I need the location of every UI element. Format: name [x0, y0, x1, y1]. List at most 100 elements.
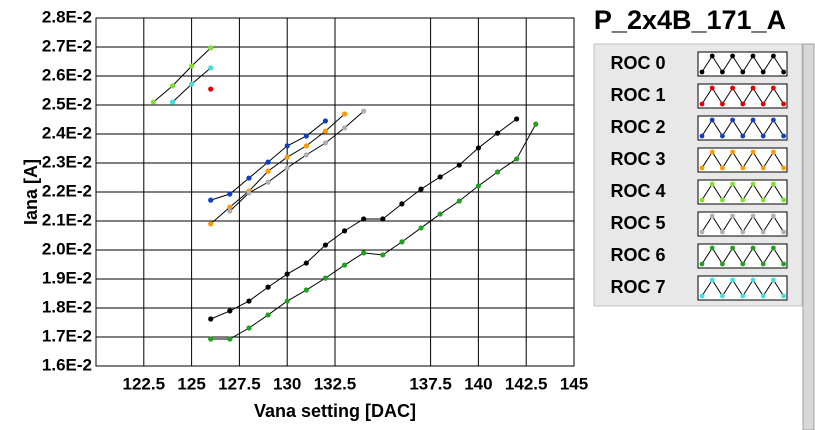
legend-swatch-dot [760, 133, 766, 139]
data-point [399, 201, 405, 207]
legend-swatch-dot [720, 101, 725, 107]
data-point [341, 125, 348, 131]
legend-swatch-dot [709, 85, 715, 91]
legend-swatch-dot [720, 133, 725, 139]
legend-swatch-dot [771, 117, 776, 123]
data-point [265, 179, 271, 185]
legend-swatch-dot [740, 293, 746, 299]
data-point [150, 99, 156, 105]
data-point [533, 121, 539, 127]
data-point [246, 325, 252, 331]
legend-label: ROC 7 [610, 277, 665, 297]
legend-swatch-dot [699, 165, 705, 171]
y-tick-label: 1.6E-2 [42, 355, 92, 374]
legend-swatch-dot [699, 293, 705, 299]
data-point [189, 63, 195, 69]
legend-swatch-dot [760, 69, 766, 75]
data-point [284, 271, 290, 277]
data-point [284, 165, 290, 171]
x-axis-label: Vana setting [DAC] [254, 401, 416, 421]
legend-label: ROC 6 [610, 245, 665, 265]
legend-swatch-dot [720, 69, 725, 75]
y-tick-label: 2.1E-2 [42, 210, 92, 229]
data-point [227, 336, 233, 342]
y-tick-label: 2.5E-2 [42, 94, 92, 113]
legend-swatch-dot [750, 117, 756, 123]
data-point [284, 154, 290, 160]
data-point [303, 287, 309, 293]
data-point [246, 298, 252, 304]
data-point [437, 211, 443, 217]
legend-swatch-dot [730, 245, 735, 251]
data-point [208, 65, 214, 71]
legend-swatch-dot [750, 245, 756, 251]
data-point [208, 197, 214, 203]
x-tick-label: 145 [560, 374, 588, 393]
legend-swatch-dot [740, 69, 746, 75]
x-tick-label: 130 [273, 374, 301, 393]
data-point [303, 143, 309, 149]
legend-swatch-dot [699, 133, 705, 139]
scrollbar[interactable] [802, 43, 815, 430]
legend-swatch-dot [709, 213, 715, 219]
data-point [208, 45, 214, 51]
legend-swatch-dot [781, 261, 786, 267]
y-tick-label: 1.8E-2 [42, 297, 92, 316]
data-point [380, 252, 386, 258]
data-point [399, 239, 405, 245]
data-point [494, 169, 501, 175]
legend-swatch-dot [730, 181, 735, 187]
data-point [322, 275, 329, 281]
data-point [361, 108, 367, 114]
data-point [303, 152, 309, 158]
series-line [210, 113, 345, 225]
y-tick-label: 2.2E-2 [42, 181, 92, 200]
legend-swatch-dot [750, 85, 756, 91]
legend-swatch-dot [699, 101, 705, 107]
data-point [303, 260, 309, 266]
legend-swatch-dot [730, 85, 735, 91]
legend-swatch-dot [781, 133, 786, 139]
data-point [322, 128, 329, 134]
legend-swatch-dot [709, 117, 715, 123]
legend-swatch-dot [781, 165, 786, 171]
data-point [322, 118, 329, 124]
legend-swatch-dot [781, 69, 786, 75]
data-point [380, 216, 386, 222]
data-point [361, 250, 367, 256]
chart-title: P_2x4B_171_A [594, 5, 786, 35]
data-point [341, 111, 348, 117]
series-line [153, 47, 212, 103]
data-point [456, 198, 462, 204]
x-tick-label: 140 [464, 374, 492, 393]
legend-swatch-dot [699, 229, 705, 235]
data-point [341, 228, 348, 234]
data-point [208, 221, 214, 227]
legend-swatch-dot [760, 293, 766, 299]
y-tick-label: 2.4E-2 [42, 123, 92, 142]
data-point [456, 162, 462, 168]
data-point [246, 190, 252, 196]
y-tick-label: 2.6E-2 [42, 65, 92, 84]
x-tick-label: 142.5 [505, 374, 548, 393]
legend-swatch-dot [730, 213, 735, 219]
legend-swatch-dot [750, 181, 756, 187]
legend-label: ROC 0 [610, 53, 665, 73]
data-point [265, 284, 271, 290]
data-point [418, 225, 424, 231]
legend-swatch-dot [750, 149, 756, 155]
data-point [475, 183, 481, 189]
legend-swatch-dot [709, 181, 715, 187]
legend-label: ROC 4 [610, 181, 665, 201]
data-point [227, 308, 233, 314]
legend-swatch-dot [699, 261, 705, 267]
legend-swatch-dot [760, 261, 766, 267]
legend-swatch-dot [771, 181, 776, 187]
legend-swatch-dot [730, 53, 735, 59]
y-tick-label: 2.8E-2 [42, 7, 92, 26]
legend-swatch-dot [760, 197, 766, 203]
data-point [246, 175, 252, 181]
legend-swatch-dot [740, 101, 746, 107]
legend-swatch-dot [771, 213, 776, 219]
